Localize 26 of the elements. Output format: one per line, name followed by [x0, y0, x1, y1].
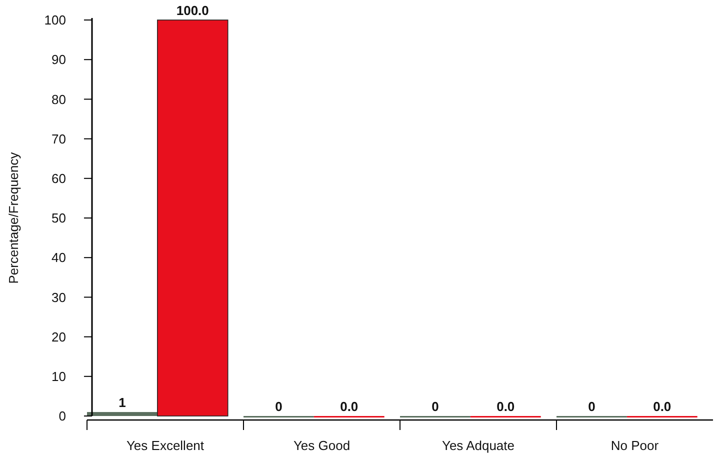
data-label: 0.0: [340, 399, 358, 414]
data-label: 0: [275, 399, 282, 414]
x-tick-label: Yes Good: [293, 438, 350, 453]
y-tick-label: 50: [52, 210, 66, 226]
y-tick-label: 20: [52, 329, 66, 344]
x-tick-label: No Poor: [610, 438, 660, 453]
y-tick-label: 60: [52, 170, 66, 186]
y-tick-label: 30: [52, 290, 66, 305]
y-tick-label: 100: [44, 12, 66, 28]
y-axis-title: Percentage/Frequency: [6, 152, 21, 284]
bar: [87, 412, 158, 416]
data-label: 0: [432, 399, 439, 414]
y-tick-label: 10: [52, 368, 66, 384]
x-tick-label: Yes Adquate: [442, 438, 515, 453]
y-tick-label: 80: [52, 92, 66, 107]
y-tick-label: 90: [52, 52, 66, 68]
data-label: 1: [118, 395, 126, 410]
y-tick-label: 70: [52, 131, 66, 146]
bar: [157, 20, 228, 416]
data-label: 0.0: [496, 399, 515, 414]
data-label: 100.0: [176, 3, 209, 18]
y-tick-label: 0: [58, 408, 66, 424]
data-label: 0.0: [653, 399, 672, 414]
x-tick-label: Yes Excellent: [126, 438, 204, 453]
data-label: 0: [588, 399, 596, 414]
y-tick-label: 40: [52, 250, 66, 266]
